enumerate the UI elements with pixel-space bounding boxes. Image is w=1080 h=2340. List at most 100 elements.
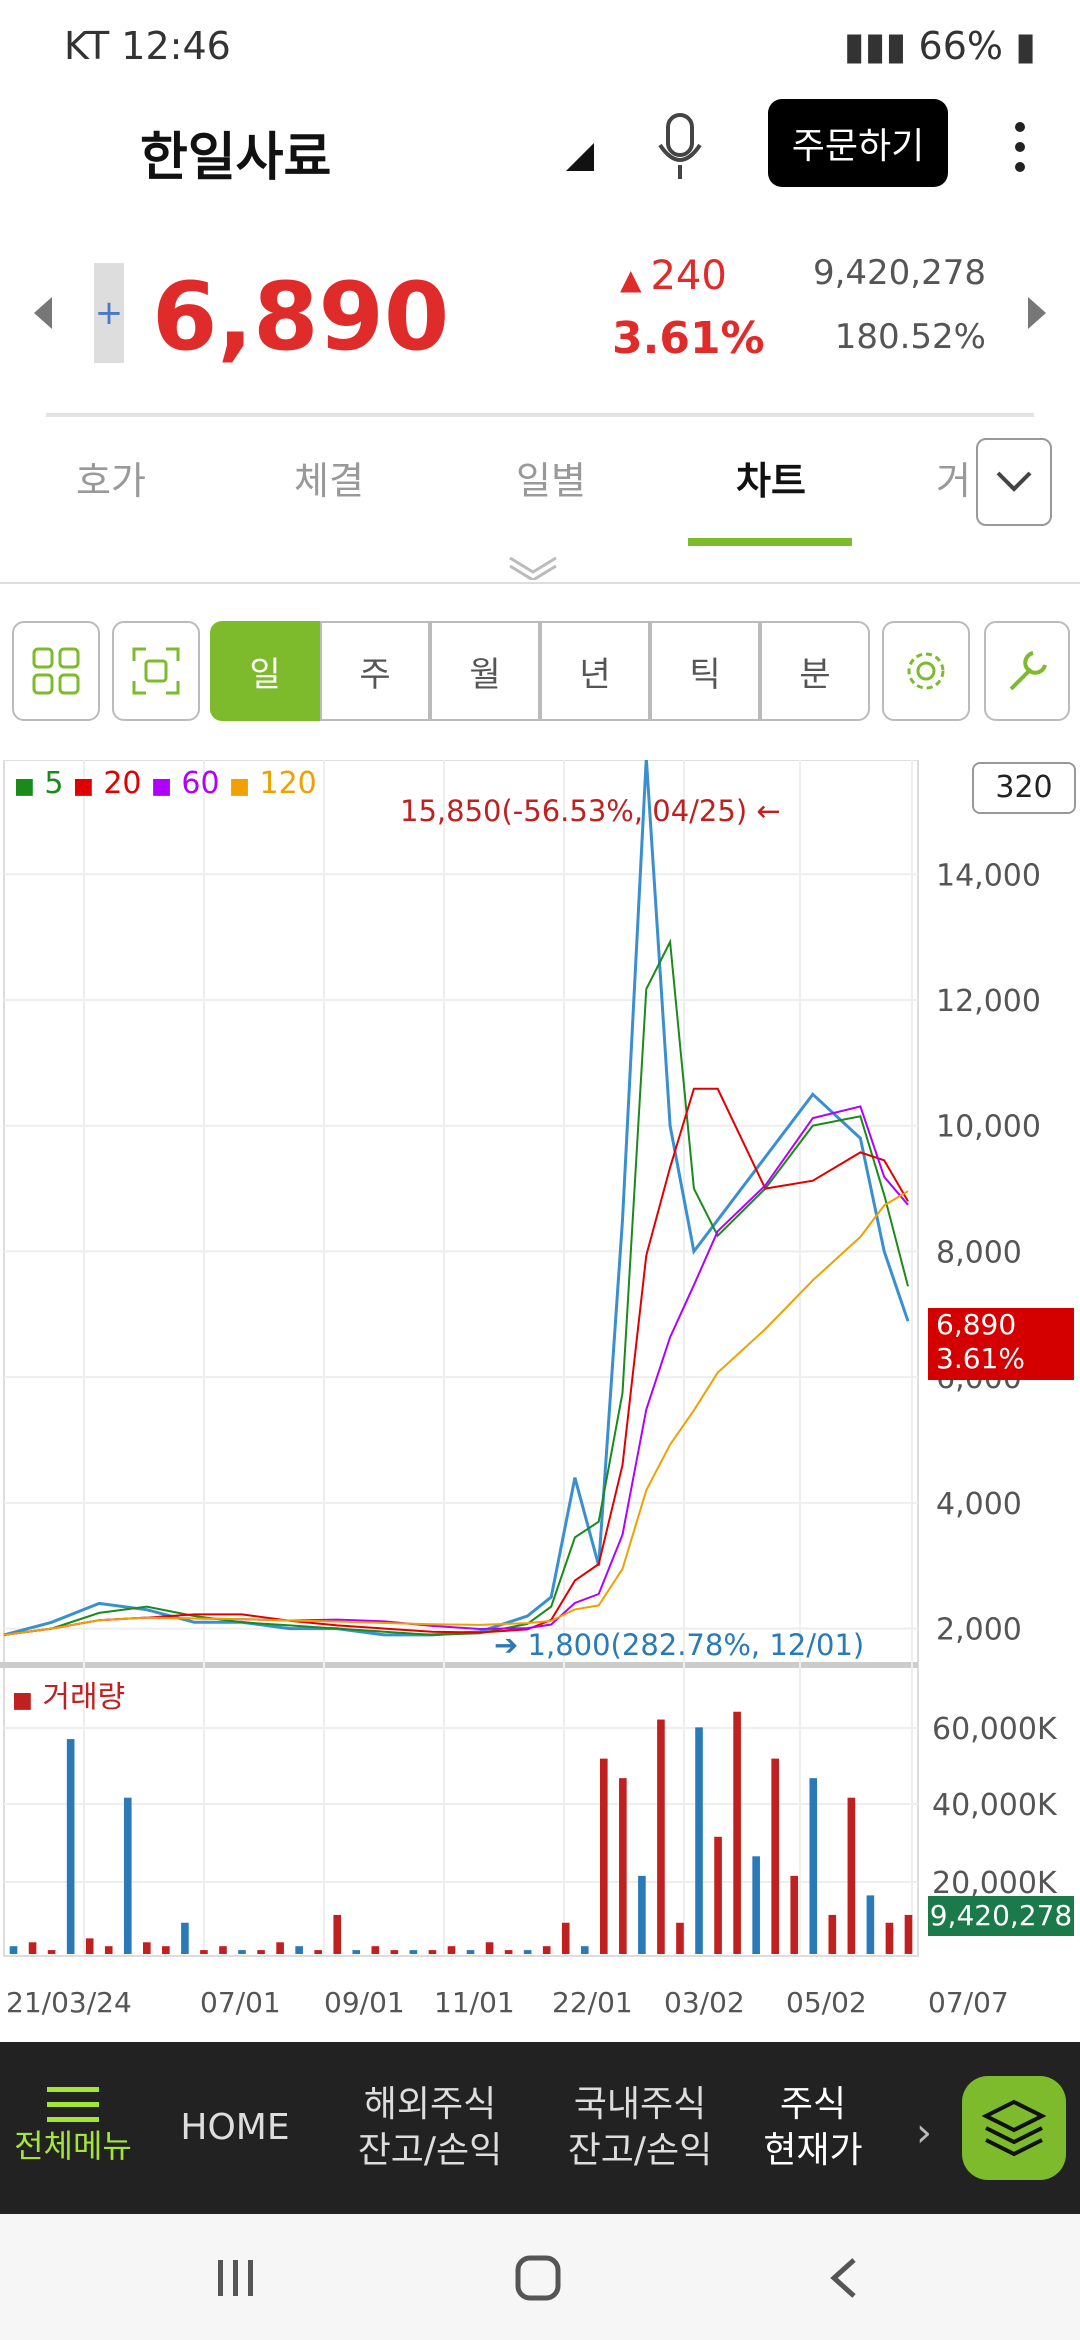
volume-bar	[219, 1946, 227, 1954]
status-bar: KT 12:46 ▮▮▮ 66% ▮	[0, 0, 1080, 95]
volume-bar	[238, 1950, 246, 1954]
price-tick-label: 12,000	[936, 984, 1041, 1019]
volume-bar	[619, 1778, 627, 1954]
low-annotation: ➔ 1,800(282.78%, 12/01)	[494, 1628, 864, 1662]
tab-divider	[0, 582, 1080, 584]
order-button[interactable]: 주문하기	[768, 99, 948, 187]
ma60-swatch-icon: ■	[151, 774, 172, 799]
current-tag-price: 6,890	[936, 1308, 1017, 1341]
recent-apps-icon[interactable]	[216, 2258, 256, 2302]
expand-tabs-button[interactable]	[976, 438, 1052, 526]
period-year[interactable]: 년	[540, 621, 650, 721]
high-annotation-text: 15,850(-56.53%, 04/25)	[400, 794, 748, 828]
status-right: ▮▮▮ 66% ▮	[844, 24, 1036, 68]
volume-bar	[9, 1946, 18, 1954]
volume-bar	[104, 1946, 113, 1954]
dropdown-icon[interactable]	[566, 143, 594, 171]
favorite-toggle[interactable]: +	[94, 263, 124, 363]
volume-tag: 9,420,278	[928, 1896, 1074, 1936]
volume-bar	[143, 1942, 151, 1954]
volume-bar	[447, 1946, 456, 1954]
tools-button[interactable]	[984, 621, 1070, 721]
volume-bar	[600, 1758, 608, 1954]
price-tick-label: 2,000	[936, 1613, 1022, 1648]
tab-chart[interactable]: 차트	[736, 459, 806, 503]
ma5-line	[3, 938, 909, 1636]
layers-button[interactable]	[962, 2076, 1066, 2180]
count-box[interactable]: 320	[972, 762, 1076, 814]
volume-bar	[352, 1950, 361, 1954]
date-tick-label: 21/03/24	[6, 1986, 132, 2019]
fullscreen-button[interactable]	[112, 621, 200, 721]
volume-bar	[66, 1739, 75, 1954]
collapse-chevron-icon[interactable]	[508, 556, 558, 584]
volume-bar	[580, 1946, 589, 1954]
volume-bar	[276, 1942, 284, 1954]
period-minute[interactable]: 분	[760, 621, 870, 721]
stock-name[interactable]: 한일사료	[140, 128, 332, 188]
volume-legend: ■ 거래량	[12, 1672, 125, 1716]
period-month[interactable]: 월	[430, 621, 540, 721]
volume-bar	[561, 1922, 570, 1954]
tab-orderbook[interactable]: 호가	[76, 459, 146, 503]
grid-layout-button[interactable]	[12, 621, 100, 721]
volume-bar	[523, 1950, 532, 1954]
volume-bar	[47, 1950, 56, 1954]
volume-bar	[466, 1950, 475, 1954]
nav-all-menu-label: 전체메뉴	[14, 2127, 132, 2165]
settings-button[interactable]	[882, 621, 970, 721]
microphone-icon[interactable]	[656, 113, 704, 183]
back-icon[interactable]	[828, 2256, 858, 2304]
volume-bar	[314, 1950, 322, 1954]
nav-domestic[interactable]: 국내주식 잔고/손익	[567, 2084, 713, 2171]
date-tick-label: 07/01	[200, 1986, 281, 2019]
high-annotation: 15,850(-56.53%, 04/25) ←	[400, 794, 781, 828]
ma20-swatch-icon: ■	[72, 774, 94, 799]
plot-frame	[3, 759, 919, 1957]
chevron-down-icon	[996, 471, 1032, 492]
bottom-nav: 전체메뉴 HOME 해외주식 잔고/손익 국내주식 잔고/손익 주식 현재가 ›	[0, 2042, 1080, 2214]
volume-bar	[676, 1922, 684, 1954]
volume-bar	[695, 1727, 703, 1954]
up-triangle-icon: ▲	[620, 263, 651, 296]
ma5-label: 5	[44, 766, 64, 801]
volume-tick-label: 60,000K	[932, 1712, 1058, 1747]
period-tick[interactable]: 틱	[650, 621, 760, 721]
volume-bar	[371, 1946, 380, 1954]
next-arrow-icon[interactable]	[1028, 297, 1046, 329]
ma60-line	[3, 1105, 909, 1636]
current-tag-pct: 3.61%	[936, 1342, 1025, 1375]
nav-all-menu[interactable]: 전체메뉴	[0, 2042, 146, 2214]
nav-overseas[interactable]: 해외주식 잔고/손익	[357, 2084, 503, 2171]
period-day[interactable]: 일	[210, 621, 320, 721]
home-icon[interactable]	[514, 2254, 562, 2306]
volume-bar	[123, 1797, 132, 1954]
change-percent: 3.61%	[612, 313, 765, 364]
prev-arrow-icon[interactable]	[34, 297, 52, 329]
more-icon[interactable]	[1010, 117, 1030, 177]
nav-scroll-right-icon[interactable]: ›	[916, 2110, 932, 2156]
chart-canvas[interactable]: 14,00012,00010,0008,0006,0004,0002,00060…	[0, 757, 1080, 2040]
date-tick-label: 11/01	[434, 1986, 515, 2019]
date-tick-label: 07/07	[928, 1986, 1009, 2019]
volume-tick-label: 40,000K	[932, 1788, 1058, 1823]
volume-bar	[485, 1942, 494, 1954]
tab-more[interactable]: 거	[936, 459, 971, 503]
quote-panel: + 6,890 ▲ 240 3.61% 9,420,278 180.52%	[0, 235, 1080, 417]
volume-bar	[181, 1922, 189, 1954]
volume-bar	[295, 1946, 303, 1954]
price-tick-label: 4,000	[936, 1487, 1022, 1522]
volume-bar	[771, 1758, 779, 1954]
carrier: KT	[64, 24, 110, 68]
chart-area[interactable]: 14,00012,00010,0008,0006,0004,0002,00060…	[0, 757, 1080, 2040]
period-week[interactable]: 주	[320, 621, 430, 721]
signal-icon: ▮▮▮	[843, 24, 907, 68]
nav-current-price[interactable]: 주식 현재가	[763, 2084, 863, 2171]
volume-bar	[504, 1950, 513, 1954]
tab-executions[interactable]: 체결	[294, 459, 364, 503]
nav-home[interactable]: HOME	[180, 2107, 290, 2148]
change-value: ▲ 240	[620, 253, 727, 299]
tab-daily[interactable]: 일별	[516, 459, 586, 503]
ma20-label: 20	[103, 766, 142, 801]
wrench-icon	[1009, 651, 1047, 691]
